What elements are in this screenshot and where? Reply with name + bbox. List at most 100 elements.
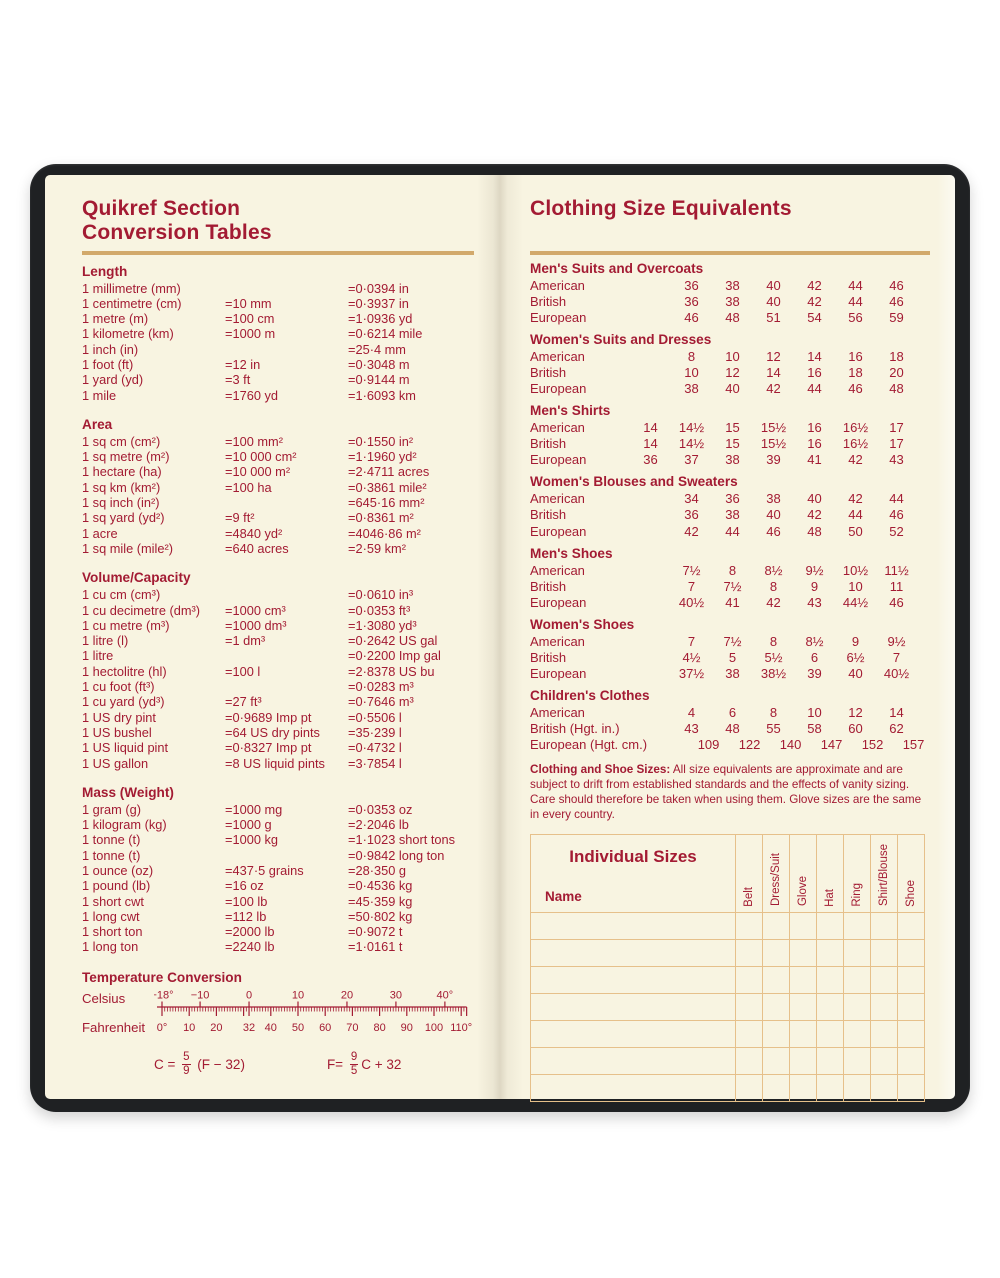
size-value: 42 <box>684 523 699 539</box>
size-value <box>630 349 671 365</box>
conversion-row: 1 short ton =2000 lb =0·9072 t <box>82 924 474 939</box>
size-value: 6 <box>728 705 737 721</box>
conversion-unit: 1 sq km (km²) <box>82 479 161 495</box>
conversion-unit: 1 hectolitre (hl) <box>82 663 167 679</box>
size-value: 38 <box>725 293 740 309</box>
conversion-value-imperial: =0·6214 mile <box>348 326 423 342</box>
conversion-value-imperial: =0·3861 mile² <box>348 479 427 495</box>
conversion-row: 1 litre (l) =1 dm³ =0·2642 US gal <box>82 633 474 648</box>
size-value: 37 <box>684 452 699 468</box>
conversion-unit: 1 sq mile (mile²) <box>82 540 174 556</box>
size-value: 42 <box>766 380 781 396</box>
size-row: British 10 12 14 16 18 20 <box>530 365 930 381</box>
size-value: 157 <box>902 737 925 753</box>
size-entry-cell <box>763 913 790 941</box>
size-section-heading: Men's Shoes <box>530 545 613 561</box>
size-value: 58 <box>807 721 822 737</box>
conversion-value-imperial: =0·2642 US gal <box>348 633 438 649</box>
svg-text:70: 70 <box>346 1022 358 1034</box>
size-row: European 42 44 46 48 50 52 <box>530 524 930 540</box>
size-value: 8½ <box>764 562 783 578</box>
svg-text:90: 90 <box>401 1022 413 1034</box>
size-value: 18 <box>889 348 904 364</box>
conversion-value-metric: =1000 m <box>225 326 276 342</box>
conversion-row: 1 cu cm (cm³) =0·0610 in³ <box>82 587 474 602</box>
size-entry-cell <box>871 1048 898 1076</box>
name-entry-cell <box>531 1021 736 1049</box>
conversion-value-metric: =1000 dm³ <box>225 617 287 633</box>
conversion-row: 1 US bushel =64 US dry pints =35·239 l <box>82 725 474 740</box>
size-value <box>630 381 671 397</box>
conversion-value-metric: =1000 cm³ <box>225 602 286 618</box>
size-entry-cell <box>736 1021 763 1049</box>
size-value: 55 <box>766 721 781 737</box>
size-value: 40 <box>766 507 781 523</box>
conversion-value-metric: =1760 yd <box>225 387 279 403</box>
conversion-unit: 1 foot (ft) <box>82 356 134 372</box>
size-entry-cell <box>790 1048 817 1076</box>
formula-rhs: (F − 32) <box>193 1056 245 1072</box>
open-pages: Quikref Section Conversion Tables Length… <box>45 175 955 1103</box>
size-value: 10 <box>684 364 699 380</box>
size-value: 41 <box>807 452 822 468</box>
individual-sizes-header: Individual Sizes Name <box>531 835 736 914</box>
size-entry-cell <box>817 940 844 968</box>
conversion-unit: 1 gram (g) <box>82 801 142 817</box>
size-value: 43 <box>889 452 904 468</box>
size-value: 147 <box>820 737 843 753</box>
conversion-row: 1 US gallon =8 US liquid pints =3·7854 l <box>82 756 474 771</box>
conversion-row: 1 US dry pint =0·9689 Imp pt =0·5506 l <box>82 710 474 725</box>
conversion-unit: 1 acre <box>82 525 118 541</box>
conversion-row: 1 yard (yd) =3 ft =0·9144 m <box>82 372 474 387</box>
conversion-value-metric: =2000 lb <box>225 924 275 940</box>
size-value: 39 <box>807 666 822 682</box>
conversion-section: Volume/Capacity 1 cu cm (cm³) =0·0610 in³ 1… <box>82 569 474 771</box>
size-row: European 38 40 42 44 46 48 <box>530 381 930 397</box>
size-value: 46 <box>889 293 904 309</box>
conversion-unit: 1 tonne (t) <box>82 847 141 863</box>
size-region-label: British <box>530 507 567 523</box>
conversion-value-imperial: =0·5506 l <box>348 709 402 725</box>
conversion-unit: 1 short cwt <box>82 893 144 909</box>
size-value: 4 <box>687 705 696 721</box>
size-value: 50 <box>848 523 863 539</box>
conversion-row: 1 sq metre (m²) =10 000 cm² =1·1960 yd² <box>82 449 474 464</box>
size-row: European 36 37 38 39 41 42 43 <box>530 452 930 468</box>
size-row: European (Hgt. cm.) 109 122 140 147 152 157 <box>530 737 930 753</box>
temperature-ruler: −18° −10 0 10 20 30 40° 0° 10 20 32 40 50 60 70 80 90 100… <box>154 989 472 1034</box>
left-page-title-line2: Conversion Tables <box>82 220 272 244</box>
conversion-row: 1 cu foot (ft³) =0·0283 m³ <box>82 679 474 694</box>
size-value: 46 <box>766 523 781 539</box>
size-value: 14 <box>766 364 781 380</box>
conversion-value-imperial: =2·8378 US bu <box>348 663 435 679</box>
size-value: 34 <box>684 491 699 507</box>
conversion-unit: 1 kilometre (km) <box>82 326 174 342</box>
conversion-row: 1 kilometre (km) =1000 m =0·6214 mile <box>82 326 474 341</box>
size-entry-cell <box>871 994 898 1022</box>
size-value: 44 <box>889 491 904 507</box>
conversion-unit: 1 yard (yd) <box>82 372 144 388</box>
size-value: 51 <box>766 309 781 325</box>
size-value <box>630 650 671 666</box>
conversion-value-metric: =9 ft² <box>225 510 255 526</box>
size-column-header: Glove <box>790 835 817 914</box>
size-region-label: British <box>530 293 567 309</box>
conversion-value-metric: =112 lb <box>225 908 267 924</box>
conversion-value-metric: =4840 yd² <box>225 525 283 541</box>
conversion-row: 1 short cwt =100 lb =45·359 kg <box>82 894 474 909</box>
conversion-value-imperial: =45·359 kg <box>348 893 413 909</box>
conversion-value-metric: =100 l <box>225 663 261 679</box>
size-entry-cell <box>817 1075 844 1103</box>
size-region-label: American <box>530 348 585 364</box>
size-value: 62 <box>889 721 904 737</box>
size-value: 10 <box>725 348 740 364</box>
conversion-row: 1 tonne (t) =0·9842 long ton <box>82 848 474 863</box>
size-region-label: European <box>530 380 587 396</box>
conversion-value-metric: =8 US liquid pints <box>225 755 325 771</box>
size-section-heading: Women's Shoes <box>530 616 635 632</box>
size-column-label: Belt <box>743 886 755 907</box>
size-value: 40 <box>807 491 822 507</box>
conversion-row: 1 litre =0·2200 Imp gal <box>82 648 474 663</box>
size-value: 7½ <box>723 633 742 649</box>
size-region-label: British <box>530 436 567 452</box>
